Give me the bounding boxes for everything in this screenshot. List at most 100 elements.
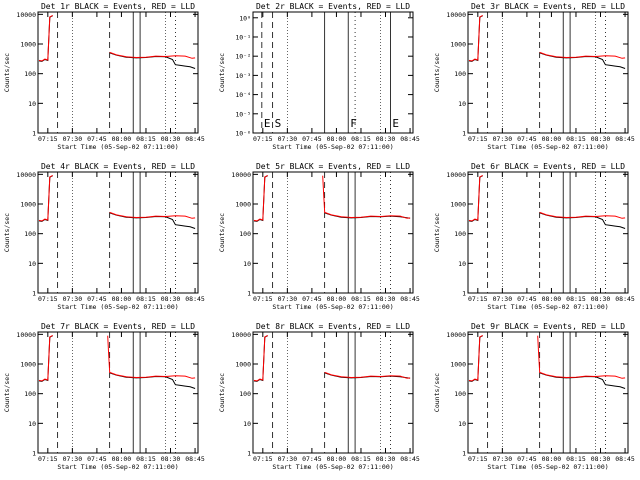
x-tick-label: 08:00: [112, 135, 132, 143]
chart-panel-7: Det 7r BLACK = Events, RED = LLD 1 10 100 10…: [3, 322, 205, 471]
x-tick-label: 07:30: [493, 455, 513, 463]
chart-panel-6: Det 6r BLACK = Events, RED = LLD 1 10 100 10…: [433, 162, 635, 311]
y-tick-label: 1000: [235, 361, 251, 369]
chart-title: Det 5r BLACK = Events, RED = LLD: [256, 162, 410, 171]
events-series-2: [109, 372, 196, 389]
x-tick-label: 07:15: [468, 295, 488, 303]
chart-panel-5: Det 5r BLACK = Events, RED = LLD 1 10 100 10…: [218, 162, 420, 311]
x-tick-label: 07:15: [38, 455, 58, 463]
lld-series-4: [539, 211, 626, 219]
y-axis-label: Counts/sec: [433, 373, 441, 412]
x-axis-label: Start Time (05-Sep-02 07:11:00): [272, 463, 393, 471]
y-tick-label: 100: [239, 390, 251, 398]
y-tick-label: 10⁻⁴: [235, 91, 251, 99]
y-tick-label: 1000: [235, 201, 251, 209]
x-axis-label: Start Time (05-Sep-02 07:11:00): [487, 463, 608, 471]
y-tick-label: 100: [454, 70, 466, 78]
chart-panel-3: Det 3r BLACK = Events, RED = LLD 1 10 100 10…: [433, 2, 635, 151]
x-tick-label: 08:30: [591, 455, 611, 463]
y-tick-label: 10⁰: [239, 14, 251, 22]
x-tick-label: 07:45: [302, 455, 322, 463]
x-tick-label: 07:30: [63, 295, 83, 303]
lld-series-4: [107, 335, 196, 379]
y-tick-label: 10⁻¹: [235, 33, 251, 41]
y-tick-label: 1: [32, 450, 36, 458]
chart-title: Det 3r BLACK = Events, RED = LLD: [471, 2, 625, 11]
y-tick-label: 1000: [450, 361, 466, 369]
y-tick-label: 1: [462, 290, 466, 298]
x-tick-label: 07:30: [493, 295, 513, 303]
events-series-2: [539, 52, 626, 69]
y-axis-label: Counts/sec: [3, 213, 11, 252]
y-tick-label: 100: [24, 70, 36, 78]
events-series-1: [253, 335, 268, 382]
y-axis-label: Counts/sec: [218, 373, 226, 412]
chart-title: Det 2r BLACK = Events, RED = LLD: [256, 2, 410, 11]
y-tick-label: 100: [24, 390, 36, 398]
events-series-1: [468, 15, 483, 62]
x-tick-label: 08:45: [400, 135, 420, 143]
y-tick-label: 10⁻⁶: [235, 130, 251, 138]
x-tick-label: 08:15: [136, 135, 156, 143]
y-tick-label: 10⁻²: [235, 53, 251, 61]
x-tick-label: 08:45: [185, 295, 205, 303]
y-tick-label: 10: [28, 420, 36, 428]
y-tick-label: 10: [458, 100, 466, 108]
y-tick-label: 1: [32, 130, 36, 138]
y-tick-label: 1: [462, 130, 466, 138]
chart-panel-1: Det 1r BLACK = Events, RED = LLD 1 10 100 10…: [3, 2, 205, 151]
chart-title: Det 9r BLACK = Events, RED = LLD: [471, 322, 625, 331]
x-tick-label: 08:15: [351, 295, 371, 303]
y-tick-label: 1000: [450, 201, 466, 209]
events-series-1: [468, 175, 483, 222]
chart-title: Det 8r BLACK = Events, RED = LLD: [256, 322, 410, 331]
x-tick-label: 07:30: [278, 455, 298, 463]
marker-label: E: [392, 117, 399, 130]
x-axis-label: Start Time (05-Sep-02 07:11:00): [57, 303, 178, 311]
x-tick-label: 07:30: [493, 135, 513, 143]
lld-series-3: [468, 174, 483, 222]
chart-panel-9: Det 9r BLACK = Events, RED = LLD 1 10 100 10…: [433, 322, 635, 471]
y-tick-label: 10⁻⁵: [235, 110, 251, 118]
x-axis-label: Start Time (05-Sep-02 07:11:00): [272, 143, 393, 151]
y-axis-label: Counts/sec: [3, 53, 11, 92]
plot-frame: [252, 11, 414, 134]
plot-frame: [467, 11, 629, 134]
x-tick-label: 08:00: [112, 455, 132, 463]
x-tick-label: 08:30: [376, 135, 396, 143]
x-tick-label: 07:45: [517, 135, 537, 143]
x-tick-label: 07:15: [253, 135, 273, 143]
x-tick-label: 07:45: [302, 295, 322, 303]
y-tick-label: 10000: [16, 11, 36, 19]
plot-frame: [37, 11, 199, 134]
x-tick-label: 07:30: [278, 295, 298, 303]
y-tick-label: 1000: [20, 201, 36, 209]
x-tick-label: 07:45: [517, 295, 537, 303]
x-tick-label: 07:30: [63, 135, 83, 143]
chart-title: Det 4r BLACK = Events, RED = LLD: [41, 162, 195, 171]
y-tick-label: 10000: [16, 171, 36, 179]
y-tick-label: 10000: [446, 11, 466, 19]
lld-series-3: [468, 14, 483, 62]
events-series-2: [539, 212, 626, 229]
lld-series-4: [539, 51, 626, 59]
chart-title: Det 1r BLACK = Events, RED = LLD: [41, 2, 195, 11]
x-tick-label: 07:15: [38, 135, 58, 143]
plot-frame: [467, 171, 629, 294]
y-axis-label: Counts/sec: [218, 53, 226, 92]
x-tick-label: 08:15: [566, 295, 586, 303]
lld-series-4: [109, 51, 196, 59]
plot-frame: [467, 331, 629, 454]
lld-series-3: [38, 14, 53, 62]
y-tick-label: 10: [458, 420, 466, 428]
y-tick-label: 1000: [450, 41, 466, 49]
chart-panel-8: Det 8r BLACK = Events, RED = LLD 1 10 100 10…: [218, 322, 420, 471]
y-axis-label: Counts/sec: [433, 53, 441, 92]
events-series-2: [109, 212, 196, 229]
x-tick-label: 08:30: [591, 295, 611, 303]
y-tick-label: 10: [458, 260, 466, 268]
x-tick-label: 08:15: [566, 135, 586, 143]
x-tick-label: 08:45: [400, 295, 420, 303]
chart-title: Det 7r BLACK = Events, RED = LLD: [41, 322, 195, 331]
